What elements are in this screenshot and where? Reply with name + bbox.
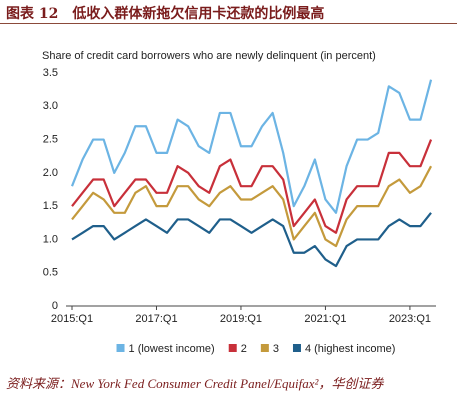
legend-label: 4 (highest income) [305, 343, 396, 355]
x-tick-label: 2015:Q1 [51, 313, 93, 325]
chart: Share of credit card borrowers who are n… [42, 50, 436, 355]
y-tick-label: 3.5 [43, 67, 58, 79]
legend-swatch [292, 344, 301, 352]
legend-label: 1 (lowest income) [129, 343, 215, 355]
y-tick-label: 0.5 [43, 267, 58, 279]
figure-header: 图表 12 低收入群体新拖欠信用卡还款的比例最高 [6, 6, 325, 22]
header-rule [0, 23, 457, 24]
y-tick-label: 1.0 [43, 233, 58, 245]
y-tick-label: 2.0 [43, 167, 58, 179]
legend-label: 2 [241, 343, 247, 355]
x-tick-label: 2017:Q1 [135, 313, 177, 325]
y-tick-label: 0 [52, 300, 58, 312]
legend-label: 3 [273, 343, 279, 355]
series-line [71, 139, 433, 234]
legend-swatch [228, 344, 237, 352]
legend-swatch [116, 344, 125, 352]
y-tick-label: 3.0 [43, 100, 58, 112]
source-note: 资料来源：New York Fed Consumer Credit Panel/… [6, 376, 384, 391]
y-tick-label: 2.5 [43, 133, 58, 145]
series-line [71, 165, 433, 248]
y-tick-label: 1.5 [43, 200, 58, 212]
legend-swatch [260, 344, 269, 352]
x-tick-label: 2019:Q1 [220, 313, 262, 325]
x-tick-label: 2021:Q1 [304, 313, 346, 325]
series-line [70, 79, 433, 214]
series-line [71, 212, 432, 268]
x-tick-label: 2023:Q1 [389, 313, 431, 325]
chart-title: Share of credit card borrowers who are n… [42, 50, 376, 62]
